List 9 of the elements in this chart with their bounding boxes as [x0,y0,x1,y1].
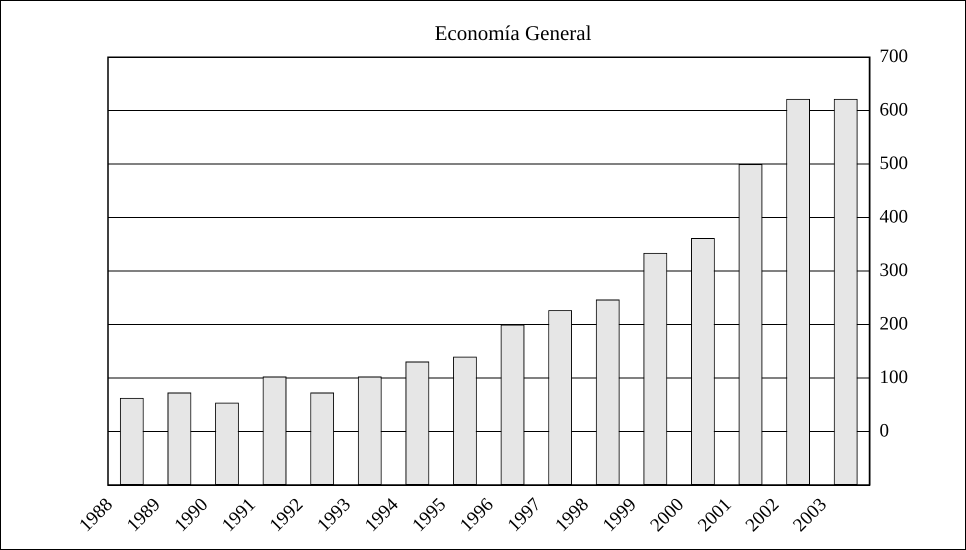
y-tick-label: 400 [880,206,908,228]
y-tick-label: 0 [880,420,889,442]
y-tick-label: 200 [880,314,908,335]
y-tick-label: 100 [880,367,908,388]
y-tick-label: 600 [880,100,908,121]
chart-title: Economía General [434,21,592,46]
y-tick-label: 500 [880,153,908,174]
y-tick-label: 700 [880,46,908,68]
y-tick-label: 300 [880,260,908,282]
